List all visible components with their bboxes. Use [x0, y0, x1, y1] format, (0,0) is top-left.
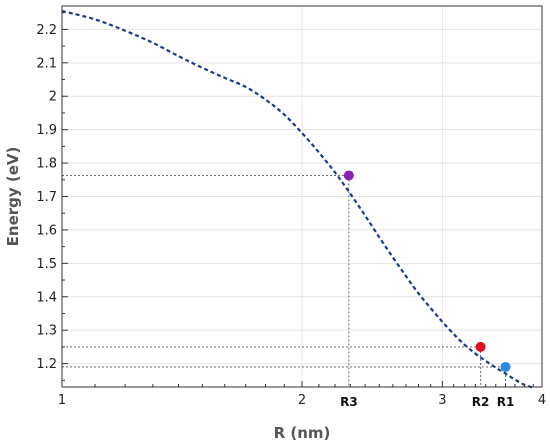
x-tick-label: 3 [438, 393, 446, 408]
y-tick-label: 1.4 [36, 290, 57, 305]
x-axis-title: R (nm) [274, 424, 331, 442]
energy-curve [61, 9, 534, 389]
marker-label-r2: R2 [472, 395, 490, 409]
y-tick-label: 1.2 [36, 357, 57, 372]
markers-group [343, 170, 511, 372]
marker-labels: R3 R2 R1 [340, 395, 514, 409]
marker-guide-lines [62, 174, 506, 387]
y-tick-label: 2 [49, 90, 57, 105]
x-tick-label: 4 [538, 393, 546, 408]
marker-point-r1 [500, 361, 511, 372]
y-tick-label: 1.6 [36, 223, 57, 238]
y-tick-label: 1.9 [36, 123, 57, 138]
x-tick-label: 1 [58, 393, 66, 408]
y-tick-label: 1.8 [36, 157, 57, 172]
x-axis-ticks: 1 2 3 4 [58, 381, 546, 408]
marker-point-r3 [343, 170, 354, 181]
y-axis-title: Energy (eV) [4, 147, 22, 247]
marker-point-r2 [475, 341, 486, 352]
y-axis-ticks: 1.2 1.3 1.4 1.5 1.6 1.7 1.8 1.9 2 2.1 2.2 [36, 12, 68, 381]
y-tick-label: 1.3 [36, 324, 57, 339]
x-tick-label: 2 [298, 393, 306, 408]
series-group [61, 9, 534, 389]
y-tick-label: 2.2 [36, 23, 57, 38]
y-tick-label: 2.1 [36, 56, 57, 71]
y-tick-label: 1.7 [36, 190, 57, 205]
y-tick-label: 1.5 [36, 257, 57, 272]
marker-label-r1: R1 [497, 395, 515, 409]
marker-label-r3: R3 [340, 395, 358, 409]
grid [61, 6, 543, 387]
